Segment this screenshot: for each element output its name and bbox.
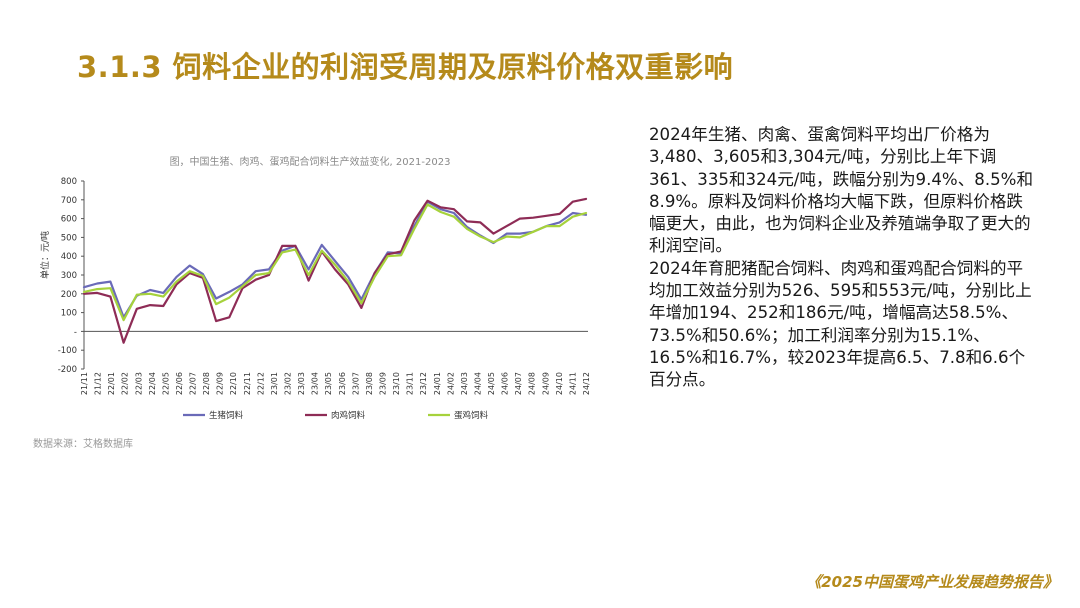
x-tick-label: 23/10 bbox=[392, 372, 401, 395]
x-tick-label: 24/04 bbox=[473, 372, 482, 395]
x-tick-label: 24/10 bbox=[555, 372, 564, 395]
y-tick-label: 300 bbox=[61, 271, 77, 281]
x-tick-label: 23/04 bbox=[311, 372, 320, 395]
x-tick-label: 22/10 bbox=[229, 372, 238, 395]
x-tick-label: 22/07 bbox=[189, 372, 198, 395]
x-tick-label: 22/01 bbox=[107, 372, 116, 395]
series-line-layer bbox=[82, 203, 588, 322]
x-tick-label: 22/12 bbox=[256, 372, 265, 395]
x-tick-label: 24/02 bbox=[446, 372, 455, 395]
y-tick-label: 400 bbox=[61, 252, 77, 262]
series-line-pig bbox=[82, 200, 588, 319]
y-tick-label: 500 bbox=[61, 233, 77, 243]
x-tick-label: 22/05 bbox=[161, 372, 170, 395]
legend-label-layer: 蛋鸡饲料 bbox=[454, 410, 489, 421]
x-tick-label: 22/08 bbox=[202, 372, 211, 395]
x-tick-label: 24/09 bbox=[541, 372, 550, 395]
x-tick-label: 24/08 bbox=[528, 372, 537, 395]
legend-label-broiler: 肉鸡饲料 bbox=[331, 410, 366, 421]
legend-label-pig: 生猪饲料 bbox=[209, 410, 244, 421]
x-tick-label: 24/12 bbox=[582, 372, 591, 395]
x-tick-label: 24/11 bbox=[568, 372, 577, 395]
y-tick-label: 100 bbox=[61, 309, 77, 319]
x-tick-label: 23/03 bbox=[297, 372, 306, 395]
x-tick-label: 24/01 bbox=[433, 372, 442, 395]
data-source: 数据来源：艾格数据库 bbox=[33, 439, 133, 450]
y-tick-label: - bbox=[74, 327, 77, 337]
chart-title: 图，中国生猪、肉鸡、蛋鸡配合饲料生产效益变化, 2021-2023 bbox=[169, 157, 451, 168]
description-text: 2024年生猪、肉禽、蛋禽饲料平均出厂价格为3,480、3,605和3,304元… bbox=[649, 124, 1039, 392]
x-tick-label: 22/03 bbox=[134, 372, 143, 395]
x-tick-label: 22/04 bbox=[148, 372, 157, 395]
x-tick-label: 23/07 bbox=[351, 372, 360, 395]
x-tick-label: 23/09 bbox=[378, 372, 387, 395]
y-tick-label: 700 bbox=[61, 196, 77, 206]
x-tick-label: 23/05 bbox=[324, 372, 333, 395]
series-line-broiler bbox=[82, 197, 588, 344]
x-tick-label: 23/06 bbox=[338, 372, 347, 395]
x-tick-label: 22/02 bbox=[121, 372, 130, 395]
x-tick-label: 21/11 bbox=[80, 372, 89, 395]
x-tick-label: 22/06 bbox=[175, 372, 184, 395]
x-tick-label: 24/03 bbox=[460, 372, 469, 395]
slide-title: 3.1.3 饲料企业的利润受周期及原料价格双重影响 bbox=[77, 50, 734, 84]
y-tick-label: -200 bbox=[58, 365, 77, 375]
x-tick-label: 22/09 bbox=[216, 372, 225, 395]
x-tick-label: 23/08 bbox=[365, 372, 374, 395]
x-tick-label: 21/12 bbox=[94, 372, 103, 395]
y-tick-label: 200 bbox=[61, 290, 77, 300]
y-axis-label: 单位：元/吨 bbox=[39, 231, 51, 279]
x-tick-label: 24/07 bbox=[514, 372, 523, 395]
paragraph: 2024年育肥猪配合饲料、肉鸡和蛋鸡配合饲料的平均加工效益分别为526、595和… bbox=[649, 258, 1032, 390]
x-tick-label: 23/02 bbox=[284, 372, 293, 395]
x-tick-label: 23/01 bbox=[270, 372, 279, 395]
x-tick-label: 24/05 bbox=[487, 372, 496, 395]
x-tick-label: 23/12 bbox=[419, 372, 428, 395]
x-tick-label: 23/11 bbox=[406, 372, 415, 395]
report-footer: 《2025中国蛋鸡产业发展趋势报告》 bbox=[806, 573, 1058, 591]
y-tick-label: 600 bbox=[61, 215, 77, 225]
x-tick-label: 22/11 bbox=[243, 372, 252, 395]
y-tick-label: 800 bbox=[61, 177, 77, 187]
y-tick-label: -100 bbox=[58, 346, 77, 356]
x-tick-label: 24/06 bbox=[501, 372, 510, 395]
paragraph: 2024年生猪、肉禽、蛋禽饲料平均出厂价格为3,480、3,605和3,304元… bbox=[649, 125, 1034, 256]
